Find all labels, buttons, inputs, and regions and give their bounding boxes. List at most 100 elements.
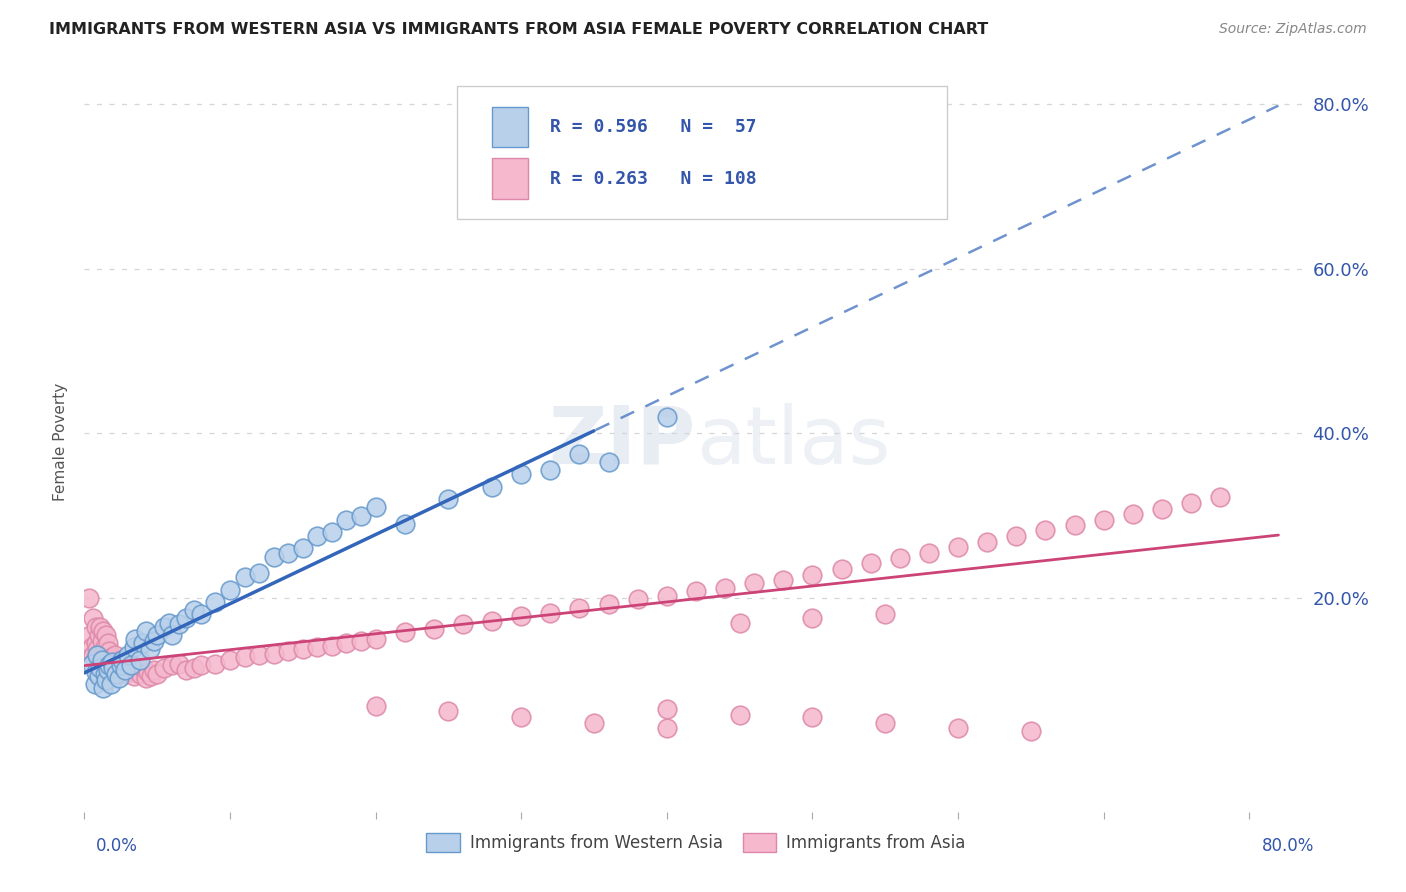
Point: [583, 715, 606, 730]
Point: [510, 467, 533, 482]
Point: [77, 591, 100, 605]
Point: [742, 576, 765, 591]
Point: [451, 617, 474, 632]
Point: [96, 628, 118, 642]
Point: [655, 409, 678, 424]
Point: [105, 666, 128, 681]
Point: [117, 665, 139, 679]
Point: [91, 681, 114, 696]
Point: [89, 619, 111, 633]
Point: [801, 567, 824, 582]
Text: 80.0%: 80.0%: [1263, 837, 1315, 855]
Point: [117, 648, 139, 663]
Point: [598, 598, 620, 612]
Point: [183, 661, 205, 675]
Point: [143, 633, 166, 648]
Point: [79, 628, 101, 642]
Point: [87, 657, 110, 671]
Point: [101, 655, 124, 669]
Point: [204, 595, 226, 609]
Text: R = 0.596   N =  57: R = 0.596 N = 57: [550, 118, 756, 136]
Point: [83, 677, 105, 691]
Point: [146, 628, 169, 642]
Point: [100, 658, 122, 673]
Point: [247, 648, 270, 663]
Point: [481, 480, 503, 494]
Point: [93, 657, 115, 671]
Point: [568, 447, 591, 461]
Point: [233, 570, 256, 584]
Point: [124, 632, 146, 646]
Point: [135, 672, 157, 686]
Point: [204, 657, 226, 671]
Point: [82, 611, 104, 625]
Point: [83, 652, 105, 666]
Point: [728, 707, 751, 722]
Point: [335, 513, 357, 527]
Point: [174, 663, 197, 677]
Point: [84, 619, 107, 633]
Point: [146, 666, 169, 681]
Point: [307, 640, 329, 655]
Point: [167, 657, 190, 671]
Point: [160, 658, 183, 673]
Point: [219, 652, 242, 666]
Point: [90, 652, 112, 666]
Point: [364, 699, 387, 714]
Point: [350, 633, 373, 648]
Point: [655, 702, 678, 716]
Point: [114, 663, 136, 677]
Point: [394, 625, 416, 640]
Point: [138, 665, 160, 679]
Point: [89, 647, 111, 661]
Point: [875, 715, 897, 730]
Point: [335, 636, 357, 650]
Point: [97, 636, 120, 650]
Point: [96, 673, 118, 687]
Point: [1035, 524, 1057, 538]
Point: [157, 615, 180, 630]
Point: [84, 636, 107, 650]
Point: [364, 632, 387, 646]
Point: [364, 500, 387, 515]
Point: [80, 657, 103, 671]
Point: [98, 644, 121, 658]
Point: [167, 617, 190, 632]
Point: [291, 541, 314, 556]
Point: [80, 640, 103, 655]
Point: [131, 636, 153, 650]
Point: [87, 669, 110, 683]
Point: [946, 721, 969, 735]
Point: [875, 607, 897, 622]
Point: [481, 614, 503, 628]
Point: [115, 661, 138, 675]
Point: [263, 647, 285, 661]
Y-axis label: Female Poverty: Female Poverty: [53, 383, 69, 500]
Point: [141, 669, 163, 683]
Point: [714, 581, 737, 595]
Point: [153, 619, 176, 633]
Point: [728, 615, 751, 630]
Point: [91, 648, 114, 663]
Text: 0.0%: 0.0%: [96, 837, 138, 855]
Bar: [492, 106, 529, 147]
Point: [655, 721, 678, 735]
Point: [1092, 513, 1115, 527]
Point: [125, 663, 148, 677]
Point: [111, 652, 134, 666]
Point: [1122, 507, 1144, 521]
Legend: Immigrants from Western Asia, Immigrants from Asia: Immigrants from Western Asia, Immigrants…: [420, 826, 972, 859]
Point: [291, 641, 314, 656]
Point: [120, 658, 142, 673]
Point: [128, 652, 150, 666]
Point: [277, 644, 299, 658]
Point: [219, 582, 242, 597]
Point: [135, 624, 157, 638]
Point: [1209, 491, 1232, 505]
Point: [111, 663, 134, 677]
Point: [87, 628, 110, 642]
Point: [98, 658, 121, 673]
Text: atlas: atlas: [696, 402, 890, 481]
Point: [423, 622, 446, 636]
Point: [859, 196, 882, 211]
